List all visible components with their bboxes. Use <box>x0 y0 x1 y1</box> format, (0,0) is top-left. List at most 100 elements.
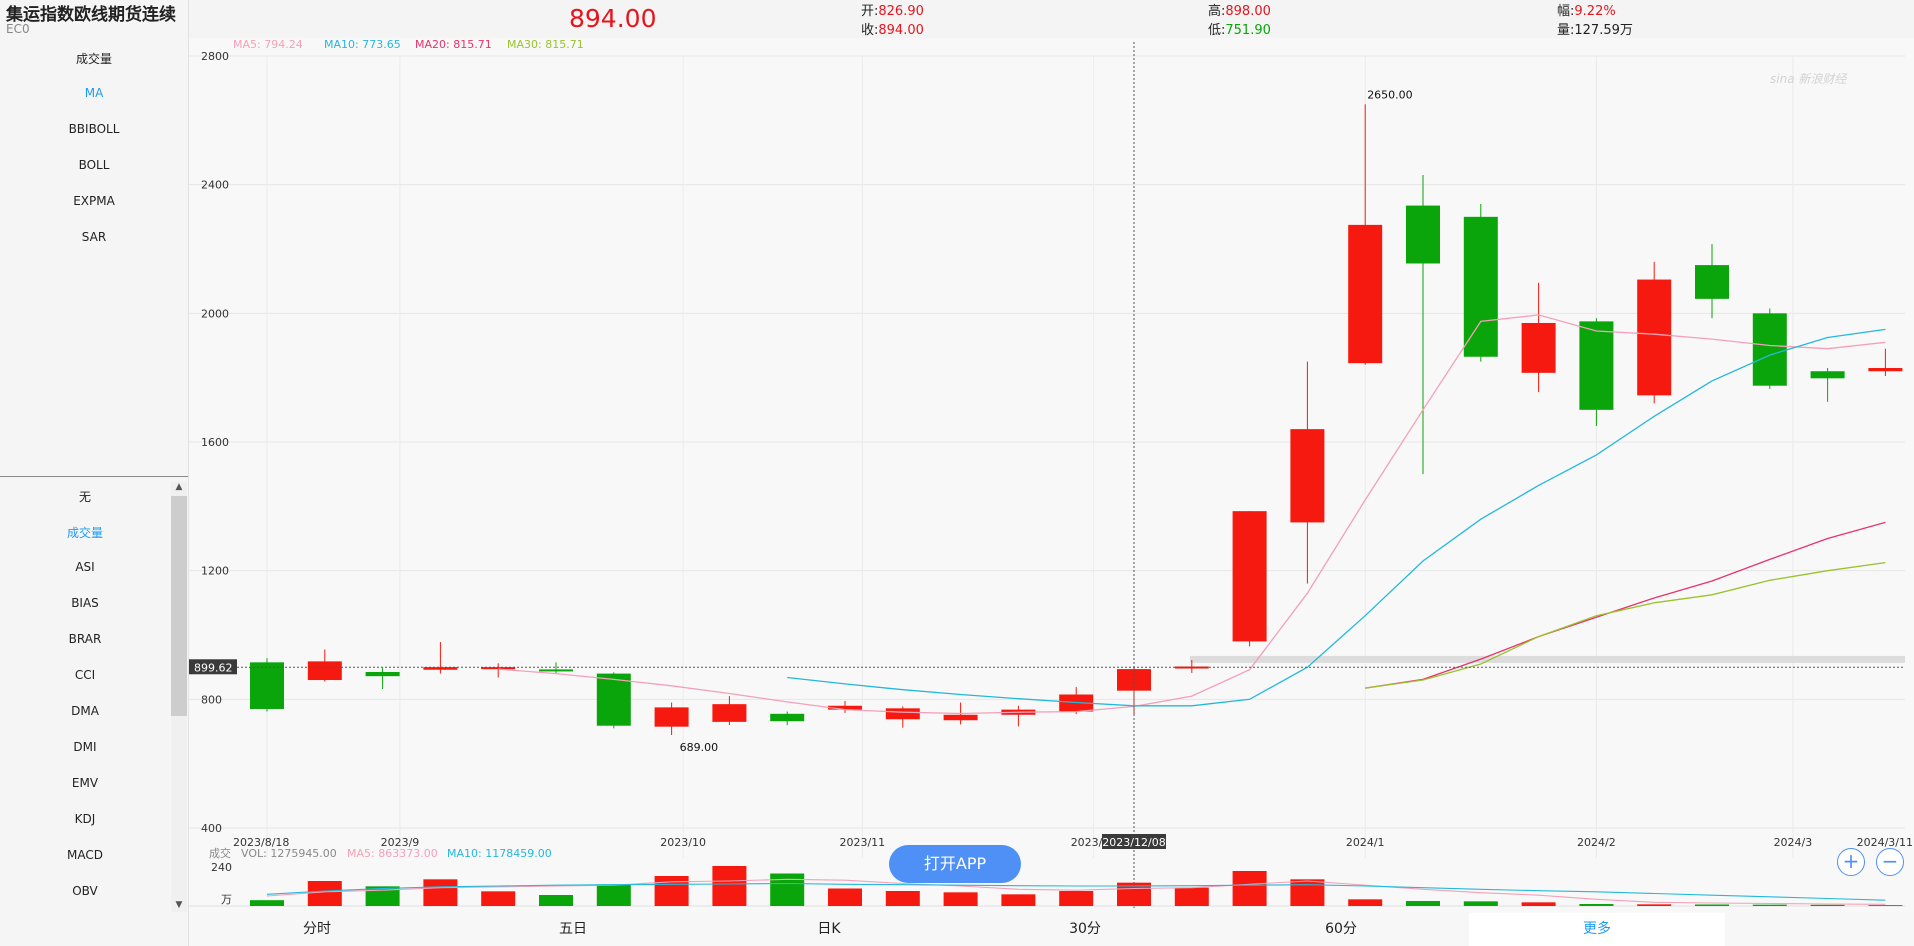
volume-bar <box>539 895 573 906</box>
change-label: 幅: <box>1557 4 1575 19</box>
volume-bar <box>943 892 978 906</box>
main-indicator-4[interactable]: EXPMA <box>73 194 115 208</box>
volume-bar <box>1406 901 1440 906</box>
y-tick-label: 1200 <box>201 565 229 578</box>
x-tick-label: 2024/2 <box>1577 836 1616 849</box>
volume-bar <box>1579 904 1614 906</box>
x-tick-label: 2023/10 <box>660 836 706 849</box>
volume-bar <box>596 884 631 906</box>
ma-legend-ma5: MA5: 794.24 <box>233 38 303 51</box>
candle-body <box>943 714 978 721</box>
y-tick-label: 1600 <box>201 436 229 449</box>
high-quote: 高:898.00 <box>1208 0 1271 19</box>
last-price: 894.00 <box>569 4 657 33</box>
tab-3[interactable]: 30分 <box>1069 921 1101 937</box>
sub-indicator-1[interactable]: 成交量 <box>66 526 103 540</box>
candle-body <box>365 671 400 677</box>
close-label: 收: <box>861 23 879 38</box>
volume-bar <box>1232 871 1267 906</box>
candle-body <box>1579 321 1614 410</box>
max-annotation: 2650.00 <box>1367 88 1413 101</box>
volume-y-label: 240 <box>211 861 232 874</box>
main-indicator-5[interactable]: SAR <box>81 230 107 244</box>
change-value: 9.22% <box>1574 4 1616 19</box>
volume-bar <box>481 891 516 906</box>
sub-indicator-9[interactable]: KDJ <box>74 812 96 826</box>
y-tick-label: 800 <box>201 693 222 706</box>
candle-body <box>250 662 284 709</box>
chart-background <box>189 38 1914 913</box>
ma-legend-ma10: MA10: 773.65 <box>324 38 401 51</box>
main-indicator-3[interactable]: BOLL <box>78 158 110 172</box>
candle-body <box>1290 429 1325 523</box>
candle-body <box>423 667 458 670</box>
volume-bar <box>1752 904 1787 906</box>
tab-0[interactable]: 分时 <box>303 921 331 937</box>
volume-unit-label: 万 <box>221 893 232 906</box>
ma-legend-ma30: MA30: 815.71 <box>507 38 584 51</box>
candle-body <box>1348 224 1383 364</box>
tab-4[interactable]: 60分 <box>1325 921 1357 937</box>
zoom-out-button[interactable]: − <box>1876 848 1904 876</box>
sub-indicator-0[interactable]: 无 <box>78 490 91 504</box>
volume-bar <box>307 881 342 906</box>
sub-indicator-8[interactable]: EMV <box>71 776 99 790</box>
volume-bar <box>1463 901 1498 906</box>
sina-watermark: sina 新浪财经 <box>1770 72 1847 86</box>
open-quote: 开:826.90 <box>861 0 924 19</box>
ma-line-ma5 <box>498 314 1886 715</box>
quote-header: 894.00 开:826.90 收:894.00 高:898.00 低:751.… <box>189 0 1914 38</box>
low-value: 751.90 <box>1225 23 1271 38</box>
scrollbar-thumb[interactable] <box>171 496 187 716</box>
sub-indicator-2[interactable]: ASI <box>75 560 95 574</box>
sub-indicator-3[interactable]: BIAS <box>71 596 99 610</box>
volume-bar <box>770 873 805 906</box>
candle-body <box>1406 205 1440 264</box>
sub-indicator-4[interactable]: BRAR <box>68 632 102 646</box>
crosshair-y-label: 899.62 <box>194 661 233 674</box>
volume-legend-vol: VOL: 1275945.00 <box>241 847 337 860</box>
y-tick-label: 2000 <box>201 307 229 320</box>
open-app-button[interactable]: 打开APP <box>889 845 1021 883</box>
candle-body <box>1637 279 1672 396</box>
candle-body <box>654 707 689 727</box>
volume-bar <box>654 876 689 906</box>
close-quote: 收:894.00 <box>861 19 924 38</box>
sub-indicator-6[interactable]: DMA <box>71 704 99 718</box>
volume-value: 127.59万 <box>1574 23 1633 38</box>
main-indicator-2[interactable]: BBIBOLL <box>68 122 120 136</box>
volume-bar <box>423 879 458 906</box>
tab-5[interactable]: 更多 <box>1469 913 1725 946</box>
tab-1[interactable]: 五日 <box>559 921 587 937</box>
zoom-in-button[interactable]: + <box>1837 848 1865 876</box>
volume-bar <box>1521 902 1556 906</box>
volume-ma10-line <box>266 882 1886 901</box>
candle-body <box>1463 216 1498 357</box>
change-quote: 幅:9.22% <box>1557 0 1616 19</box>
volume-bar <box>828 888 862 906</box>
crosshair-y-label-bg <box>189 659 237 675</box>
candle-body <box>1810 371 1845 379</box>
sub-indicator-7[interactable]: DMI <box>73 740 97 754</box>
tab-2[interactable]: 日K <box>817 921 841 937</box>
x-tick-label: 2024/1 <box>1346 836 1385 849</box>
candle-body <box>885 708 920 720</box>
volume-bar <box>1348 899 1383 906</box>
sub-indicator-10[interactable]: MACD <box>67 848 103 862</box>
volume-ma5-line <box>266 878 1886 905</box>
scroll-up-icon[interactable]: ▲ <box>175 482 183 492</box>
kline-chart[interactable]: 400 800 1200 1600 2000 2400 2800 2023/8/18 2023/… <box>189 38 1914 913</box>
volume-bar <box>1637 904 1672 906</box>
volume-quote: 量:127.59万 <box>1557 19 1633 38</box>
sub-indicator-11[interactable]: OBV <box>72 884 98 898</box>
x-tick-label: 2024/3 <box>1774 836 1813 849</box>
main-indicator-0[interactable]: 成交量 <box>75 52 112 66</box>
period-tab-bar: 分时 五日 日K 30分 60分 更多 <box>189 913 1914 946</box>
candle-body <box>1695 265 1729 299</box>
volume-legend-ma5: MA5: 863373.00 <box>347 847 438 860</box>
sub-indicator-5[interactable]: CCI <box>74 668 96 682</box>
close-value: 894.00 <box>878 23 924 38</box>
main-indicator-1[interactable]: MA <box>84 86 104 100</box>
x-tick-label: 2024/3/11 <box>1857 836 1913 849</box>
scroll-down-icon[interactable]: ▼ <box>175 900 183 910</box>
